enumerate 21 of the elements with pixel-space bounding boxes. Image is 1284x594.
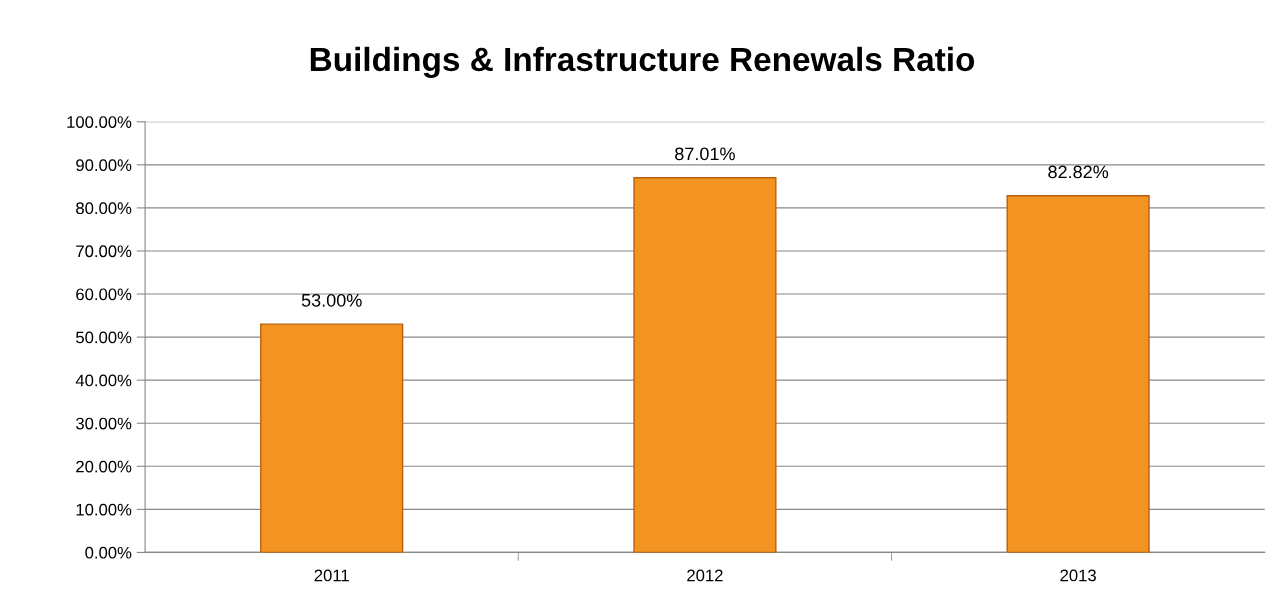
y-tick-label: 10.00% [76, 503, 132, 516]
y-tick-label: 40.00% [75, 374, 132, 387]
y-tick-label: 20.00% [76, 460, 132, 473]
data-label: 87.01% [675, 147, 735, 161]
x-tick-label: 2012 [687, 569, 723, 582]
bar [633, 177, 777, 553]
y-tick-label: 90.00% [76, 159, 132, 172]
data-label: 82.82% [1048, 165, 1109, 179]
y-tick-label: 50.00% [76, 331, 132, 344]
x-tick-label: 2011 [314, 569, 349, 582]
y-tick-label: 70.00% [76, 245, 132, 258]
y-tick-label: 60.00% [76, 288, 132, 301]
y-tick-label: 80.00% [76, 202, 132, 215]
data-label: 53.00% [301, 293, 362, 307]
chart-title: Buildings & Infrastructure Renewals Ratio [310, 46, 975, 78]
y-tick-label: 100.00% [67, 116, 132, 128]
bar [1006, 195, 1150, 553]
x-tick-label: 2013 [1060, 569, 1096, 582]
bar [260, 323, 404, 553]
y-tick-label: 0.00% [85, 546, 132, 559]
y-tick-label: 30.00% [76, 417, 132, 430]
